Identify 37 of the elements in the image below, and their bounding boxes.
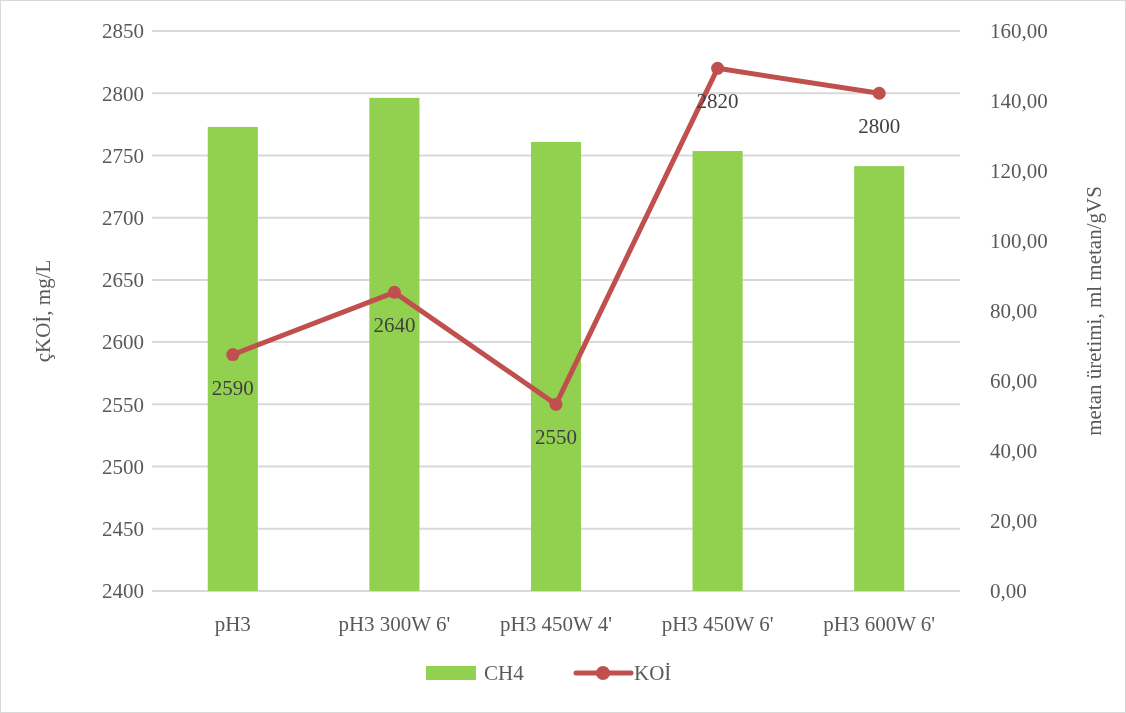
y2-tick-label: 140,00 [990,89,1048,114]
y2-tick-label: 20,00 [990,509,1038,534]
y-axis-title: çKOİ, mg/L [31,259,55,363]
y-tick-label: 2800 [102,81,144,106]
x-tick-label: pH3 450W 6' [661,612,774,636]
y-tick-label: 2450 [102,517,144,542]
y-tick-label: 2500 [102,454,144,479]
point [226,348,240,362]
x-tick-label: pH3 300W 6' [338,612,451,636]
y2-tick-label: 100,00 [990,229,1048,254]
data-label: 2800 [858,114,901,139]
x-tick-label: pH3 [214,612,251,636]
x-tick-label: pH3 450W 4' [500,612,612,636]
point [711,61,725,75]
data-label: 2590 [211,375,254,400]
point [872,86,886,100]
y2-tick-label: 120,00 [990,159,1048,184]
point [387,285,401,299]
y2-tick-label: 80,00 [990,299,1038,324]
y-tick-label: 2550 [102,392,144,417]
y-tick-label: 2850 [102,19,144,44]
data-label: 2550 [535,425,577,450]
y-tick-label: 2650 [102,268,144,293]
data-label: 2640 [373,313,416,338]
y-tick-label: 2600 [102,330,144,355]
x-tick-label: pH3 600W 6' [823,612,936,636]
y2-tick-label: 60,00 [990,369,1038,394]
y2-tick-label: 40,00 [990,439,1038,464]
y2-axis-title: metan üretimi, ml metan/gVS [1082,186,1106,436]
legend-label: KOİ [634,661,672,686]
y2-tick-label: 0,00 [990,579,1027,604]
point [549,397,563,411]
legend-label: CH4 [484,661,525,686]
y2-tick-label: 160,00 [990,19,1048,44]
y-tick-label: 2400 [102,579,144,604]
y-tick-label: 2700 [102,206,144,231]
y-tick-label: 2750 [102,143,144,168]
